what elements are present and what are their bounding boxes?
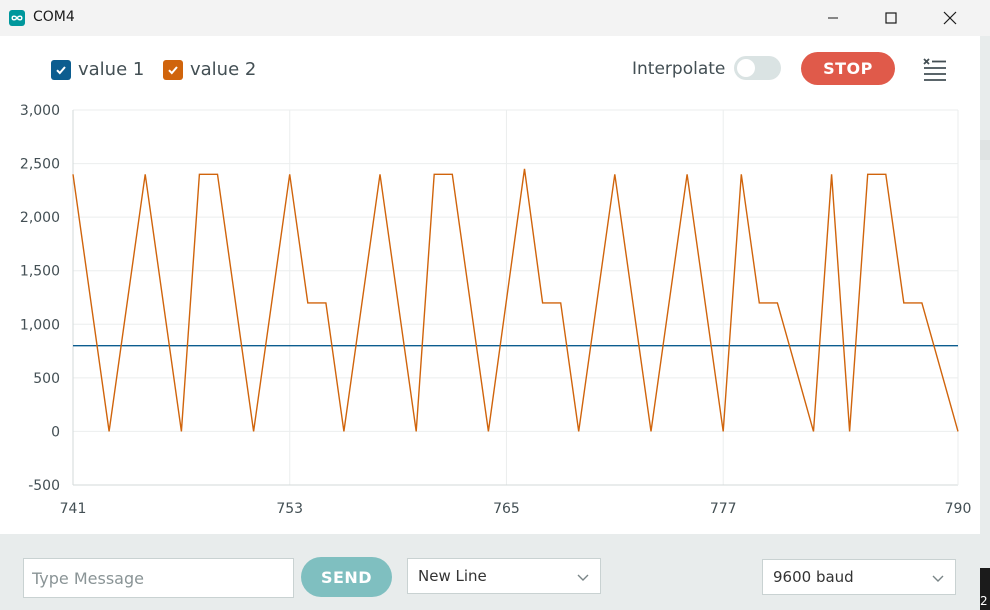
line-ending-value: New Line (418, 567, 487, 585)
legend-item-value-2[interactable]: value 2 (163, 59, 256, 80)
legend-label: value 1 (78, 59, 145, 80)
maximize-icon (885, 12, 897, 24)
check-icon (56, 65, 66, 74)
chevron-down-icon (577, 574, 589, 581)
x-tick-label: 777 (710, 501, 737, 517)
y-tick-label: 1,500 (20, 264, 60, 280)
stop-button[interactable]: STOP (801, 52, 895, 85)
x-tick-label: 741 (60, 501, 87, 517)
send-button[interactable]: SEND (301, 557, 392, 597)
series-line-value-2 (72, 168, 959, 432)
y-tick-label: 1,000 (20, 317, 60, 333)
plotter-panel (0, 36, 980, 534)
clear-button[interactable] (921, 56, 949, 82)
maximize-button[interactable] (868, 0, 914, 36)
interpolate-label: Interpolate (632, 59, 726, 79)
toggle-knob (737, 59, 755, 77)
y-tick-label: 2,500 (20, 157, 60, 173)
baud-rate-select[interactable]: 9600 baud (762, 559, 956, 595)
arduino-icon (9, 10, 25, 26)
x-tick-label: 790 (945, 501, 972, 517)
y-tick-label: 2,000 (20, 210, 60, 226)
value-1-checkbox[interactable] (51, 59, 71, 80)
minimize-button[interactable] (810, 0, 856, 36)
minimize-icon (828, 17, 838, 19)
value-2-checkbox[interactable] (163, 59, 183, 80)
line-ending-select[interactable]: New Line (407, 558, 601, 594)
x-tick-label: 765 (493, 501, 520, 517)
close-icon (943, 11, 957, 25)
y-tick-label: -500 (28, 478, 60, 494)
legend-item-value-1[interactable]: value 1 (51, 59, 144, 80)
interpolate-toggle[interactable] (734, 56, 781, 80)
title-bar: COM4 (0, 0, 990, 36)
background-window (980, 568, 990, 610)
y-tick-label: 0 (51, 424, 60, 440)
y-tick-label: 3,000 (20, 103, 60, 119)
chevron-down-icon (932, 575, 944, 582)
check-icon (168, 65, 178, 74)
x-tick-label: 753 (276, 501, 303, 517)
y-tick-label: 500 (33, 371, 60, 387)
clear-list-icon (923, 58, 946, 81)
close-button[interactable] (927, 0, 973, 36)
message-input[interactable] (23, 558, 294, 598)
baud-rate-value: 9600 baud (773, 568, 854, 586)
window-title: COM4 (33, 9, 75, 25)
background-text: 2 (980, 594, 988, 608)
window-edge (980, 36, 990, 610)
window-edge-mark (980, 140, 990, 160)
legend-label: value 2 (190, 59, 257, 80)
